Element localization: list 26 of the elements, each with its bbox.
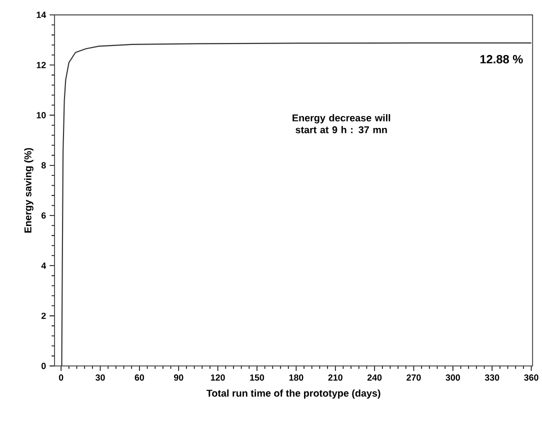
y-tick-label: 10	[36, 112, 46, 118]
x-tick-label: 150	[250, 374, 264, 380]
line-series	[61, 42, 532, 366]
x-tick-label: 0	[58, 374, 64, 380]
x-tick-label: 240	[367, 374, 382, 380]
x-axis-title: Total run time of the prototype (days)	[206, 389, 380, 398]
x-tick-label: 30	[96, 374, 105, 380]
y-tick-label: 2	[41, 312, 46, 319]
x-tick-label: 180	[289, 374, 304, 380]
x-tick-label: 120	[210, 374, 225, 380]
x-tick-label: 90	[174, 374, 184, 380]
x-tick-label: 300	[446, 374, 460, 380]
y-tick-label: 4	[41, 262, 46, 268]
x-tick-label: 60	[134, 374, 144, 380]
y-tick-label: 0	[42, 362, 46, 369]
y-tick-label: 8	[41, 162, 46, 168]
y-tick-label: 12	[36, 62, 46, 68]
y-tick-label: 14	[36, 12, 46, 18]
y-tick-label: 6	[42, 212, 46, 218]
annotation: 12.88 %	[480, 54, 523, 64]
x-tick-label: 360	[524, 374, 538, 380]
x-tick-label: 210	[328, 374, 342, 380]
x-tick-label: 270	[406, 374, 421, 380]
x-tick-label: 330	[484, 374, 500, 380]
y-axis-title: Energy saving (%)	[24, 148, 34, 232]
annotation: Energy decrease will start at 9 h : 37 mn	[292, 114, 390, 134]
